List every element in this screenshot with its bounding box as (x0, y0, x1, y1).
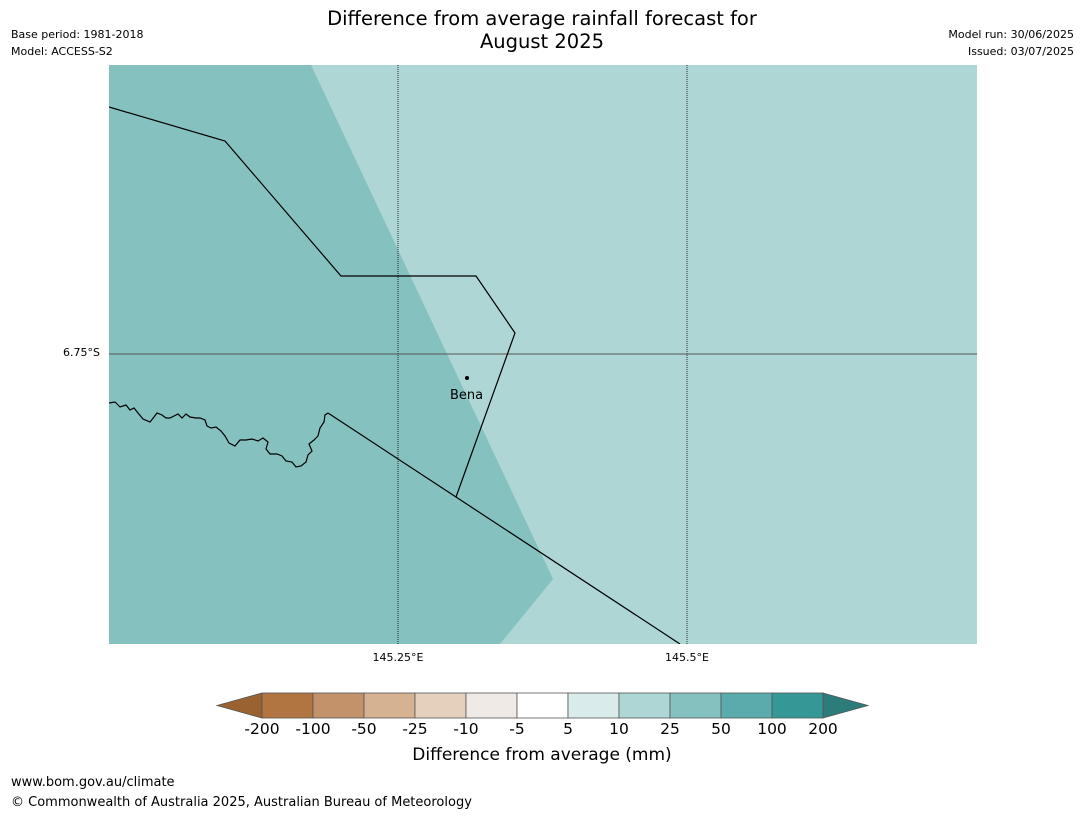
colorbar-tick-label: -100 (295, 720, 331, 738)
model-text: Model: ACCESS-S2 (11, 45, 113, 58)
colorbar-swatch (261, 692, 314, 719)
colorbar-tick-label: 50 (711, 720, 731, 738)
colorbar-tick-label: 200 (808, 720, 838, 738)
issued-text: Issued: 03/07/2025 (967, 45, 1074, 58)
colorbar-swatch (312, 692, 365, 719)
lat-label: 6.75°S (63, 346, 100, 359)
title-line-2: August 2025 (479, 30, 605, 53)
colorbar-title: Difference from average (mm) (412, 745, 672, 765)
base-period-text: Base period: 1981-2018 (11, 28, 144, 41)
colorbar-swatch (363, 692, 416, 719)
colorbar-tick-label: 100 (757, 720, 787, 738)
footer-copyright: © Commonwealth of Australia 2025, Austra… (11, 795, 472, 810)
colorbar-swatch (669, 692, 722, 719)
model-run-text: Model run: 30/06/2025 (948, 28, 1074, 41)
colorbar-swatch (465, 692, 518, 719)
lon-label-145-5: 145.5°E (665, 651, 709, 664)
colorbar-swatch (618, 692, 671, 719)
colorbar-tick-label: 5 (563, 720, 573, 738)
header-meta-left: Base period: 1981-2018 Model: ACCESS-S2 (11, 26, 143, 60)
bena-marker (465, 376, 469, 380)
colorbar-tick-label: -200 (244, 720, 280, 738)
title-line-1: Difference from average rainfall forecas… (327, 7, 757, 30)
footer-url[interactable]: www.bom.gov.au/climate (11, 775, 175, 790)
colorbar-tick-label: -10 (453, 720, 479, 738)
colorbar-swatch (720, 692, 773, 719)
colorbar-tick-label: -25 (402, 720, 428, 738)
district-boundary-north (109, 106, 516, 498)
coastline (109, 401, 329, 468)
district-boundary-south (327, 412, 681, 644)
colorbar-extend-high (822, 692, 870, 719)
colorbar-tick-label: -50 (351, 720, 377, 738)
lon-label-145-25: 145.25°E (372, 651, 424, 664)
header-meta-right: Model run: 30/06/2025 Issued: 03/07/2025 (948, 26, 1074, 60)
colorbar-swatch (567, 692, 620, 719)
colorbar-swatch (771, 692, 824, 719)
colorbar-tick-label: -5 (509, 720, 525, 738)
map-title: Difference from average rainfall forecas… (242, 7, 842, 53)
colorbar-extend-low (215, 692, 263, 719)
colorbar-tick-label: 25 (660, 720, 680, 738)
colorbar-swatch (414, 692, 467, 719)
colorbar-swatch (516, 692, 569, 719)
colorbar-tick-label: 10 (609, 720, 629, 738)
place-label-bena: Bena (450, 388, 484, 403)
